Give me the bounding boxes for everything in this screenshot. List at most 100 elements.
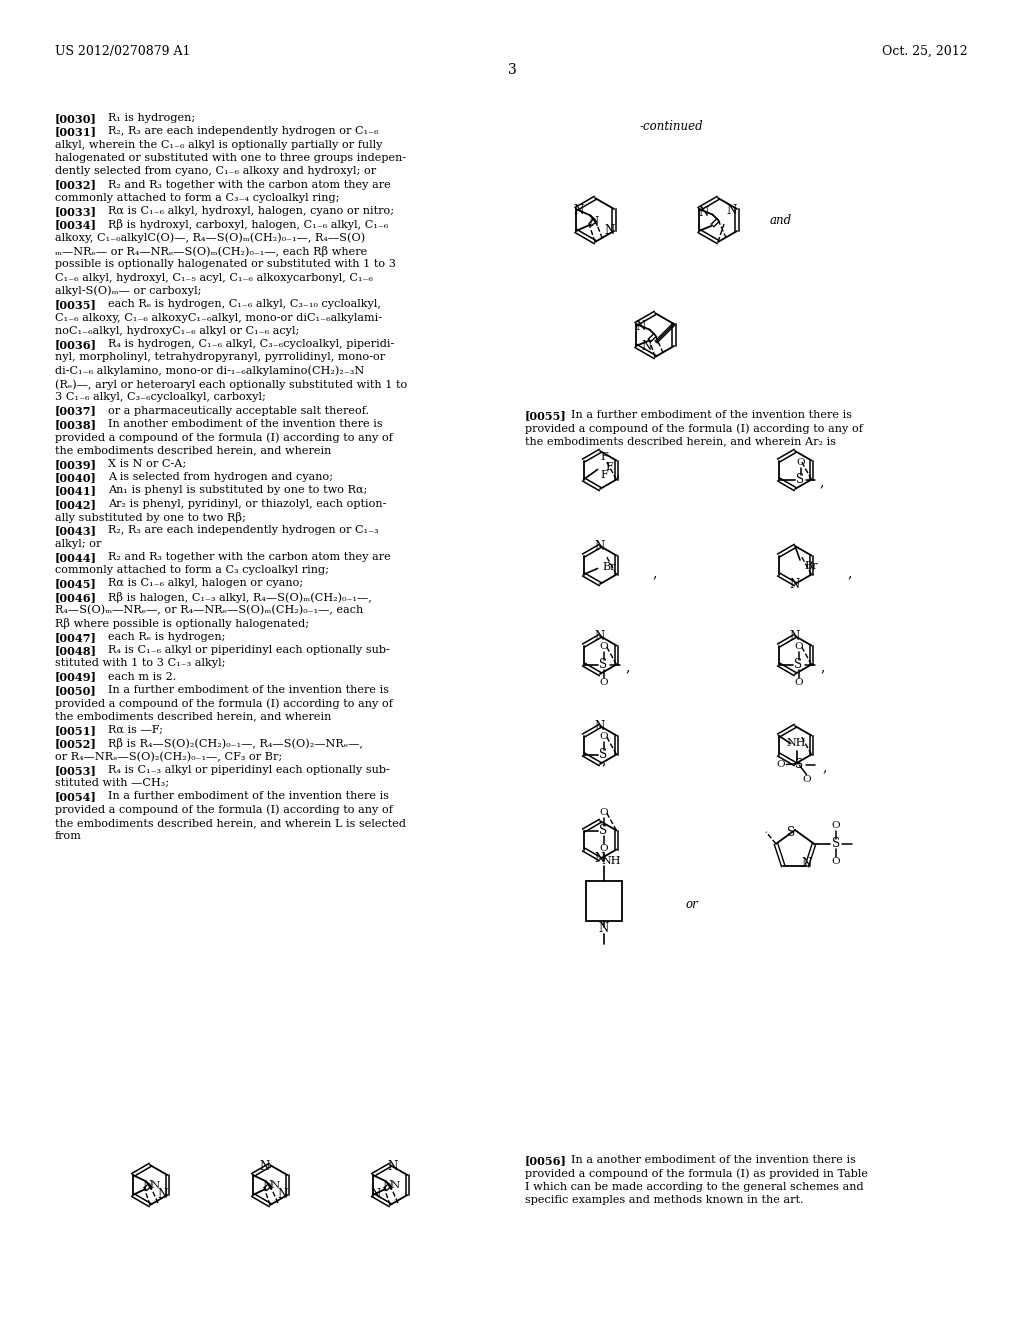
Text: O: O	[599, 733, 608, 741]
Text: ,: ,	[820, 660, 824, 675]
Text: commonly attached to form a C₃ cycloalkyl ring;: commonly attached to form a C₃ cycloalky…	[55, 565, 329, 576]
Text: [0053]: [0053]	[55, 764, 97, 776]
Text: Br: Br	[603, 561, 616, 572]
Text: each Rₑ is hydrogen, C₁₋₆ alkyl, C₃₋₁₀ cycloalkyl,: each Rₑ is hydrogen, C₁₋₆ alkyl, C₃₋₁₀ c…	[108, 300, 381, 309]
Text: the embodiments described herein, and wherein: the embodiments described herein, and wh…	[55, 711, 332, 722]
Text: [0030]: [0030]	[55, 114, 97, 124]
Text: S: S	[786, 826, 795, 840]
Text: alkyl; or: alkyl; or	[55, 539, 101, 549]
Text: R₄—S(O)ₘ—NRₑ—, or R₄—NRₑ—S(O)ₘ(CH₂)₀₋₁—, each: R₄—S(O)ₘ—NRₑ—, or R₄—NRₑ—S(O)ₘ(CH₂)₀₋₁—,…	[55, 605, 364, 615]
Text: ₘ—NRₑ— or R₄—NRₑ—S(O)ₘ(CH₂)₀₋₁—, each Rβ where: ₘ—NRₑ— or R₄—NRₑ—S(O)ₘ(CH₂)₀₋₁—, each Rβ…	[55, 246, 368, 257]
Text: NH: NH	[786, 738, 806, 748]
Text: ,: ,	[601, 754, 606, 767]
Text: each Rₑ is hydrogen;: each Rₑ is hydrogen;	[108, 632, 225, 642]
Text: di-C₁₋₆ alkylamino, mono-or di-₁₋₆alkylamino(CH₂)₂₋₃N: di-C₁₋₆ alkylamino, mono-or di-₁₋₆alkyla…	[55, 366, 365, 376]
Text: commonly attached to form a C₃₋₄ cycloalkyl ring;: commonly attached to form a C₃₋₄ cycloal…	[55, 193, 340, 203]
Text: Oct. 25, 2012: Oct. 25, 2012	[883, 45, 968, 58]
Text: N: N	[595, 719, 605, 733]
Text: N: N	[588, 216, 598, 230]
Text: R₂, R₃ are each independently hydrogen or C₁₋₃: R₂, R₃ are each independently hydrogen o…	[108, 525, 379, 536]
Text: [0050]: [0050]	[55, 685, 96, 696]
Text: [0048]: [0048]	[55, 645, 97, 656]
Text: the embodiments described herein, and wherein Ar₂ is: the embodiments described herein, and wh…	[525, 437, 836, 446]
Text: [0051]: [0051]	[55, 725, 97, 735]
Text: N: N	[698, 206, 709, 219]
Text: S: S	[795, 657, 803, 671]
Text: N: N	[390, 1181, 399, 1191]
Text: N: N	[790, 630, 800, 643]
Text: [0037]: [0037]	[55, 405, 97, 417]
Text: (Rₑ)—, aryl or heteroaryl each optionally substituted with 1 to: (Rₑ)—, aryl or heteroaryl each optionall…	[55, 379, 408, 389]
Text: O: O	[802, 775, 811, 784]
Text: [0035]: [0035]	[55, 300, 97, 310]
Text: N: N	[142, 1180, 153, 1193]
Text: -continued: -continued	[640, 120, 703, 133]
Text: S: S	[831, 837, 840, 850]
Text: [0039]: [0039]	[55, 459, 97, 470]
Text: N: N	[802, 857, 812, 870]
Text: In a another embodiment of the invention there is: In a another embodiment of the invention…	[571, 1155, 856, 1166]
Text: [0047]: [0047]	[55, 632, 97, 643]
Text: In a further embodiment of the invention there is: In a further embodiment of the invention…	[108, 685, 389, 694]
Text: R₂ and R₃ together with the carbon atom they are: R₂ and R₃ together with the carbon atom …	[108, 552, 391, 562]
Text: provided a compound of the formula (I) as provided in Table: provided a compound of the formula (I) a…	[525, 1168, 868, 1179]
Text: Rβ is halogen, C₁₋₃ alkyl, R₄—S(O)ₘ(CH₂)₀₋₁—,: Rβ is halogen, C₁₋₃ alkyl, R₄—S(O)ₘ(CH₂)…	[108, 591, 372, 603]
Text: provided a compound of the formula (I) according to any of: provided a compound of the formula (I) a…	[55, 805, 393, 816]
Text: In a further embodiment of the invention there is: In a further embodiment of the invention…	[571, 411, 852, 420]
Text: [0054]: [0054]	[55, 791, 97, 803]
Text: O: O	[599, 843, 608, 853]
Text: F: F	[605, 462, 613, 471]
Text: Rβ where possible is optionally halogenated;: Rβ where possible is optionally halogena…	[55, 618, 309, 630]
Text: F: F	[601, 453, 608, 462]
Text: ,: ,	[822, 760, 826, 775]
Text: ally substituted by one to two Rβ;: ally substituted by one to two Rβ;	[55, 512, 246, 523]
Text: I which can be made according to the general schemes and: I which can be made according to the gen…	[525, 1181, 863, 1192]
Text: O: O	[599, 678, 608, 686]
Text: alkyl-S(O)ₘ— or carboxyl;: alkyl-S(O)ₘ— or carboxyl;	[55, 286, 202, 297]
Text: C₁₋₆ alkoxy, C₁₋₆ alkoxyC₁₋₆alkyl, mono-or diC₁₋₆alkylami-: C₁₋₆ alkoxy, C₁₋₆ alkoxyC₁₋₆alkyl, mono-…	[55, 313, 382, 322]
Text: R₂ and R₃ together with the carbon atom they are: R₂ and R₃ together with the carbon atom …	[108, 180, 391, 190]
Text: ,: ,	[626, 660, 630, 675]
Text: N: N	[595, 540, 605, 553]
Text: ,: ,	[615, 466, 620, 479]
Text: N: N	[151, 1181, 160, 1191]
Text: C₁₋₆ alkyl, hydroxyl, C₁₋₅ acyl, C₁₋₆ alkoxycarbonyl, C₁₋₆: C₁₋₆ alkyl, hydroxyl, C₁₋₅ acyl, C₁₋₆ al…	[55, 273, 373, 282]
Text: stituted with 1 to 3 C₁₋₃ alkyl;: stituted with 1 to 3 C₁₋₃ alkyl;	[55, 659, 225, 668]
Text: O: O	[599, 642, 608, 651]
Text: F: F	[601, 470, 608, 480]
Text: S: S	[599, 657, 607, 671]
Text: ,: ,	[848, 566, 852, 579]
Text: Rα is —F;: Rα is —F;	[108, 725, 163, 735]
Text: stituted with —CH₃;: stituted with —CH₃;	[55, 777, 169, 788]
Text: or a pharmaceutically acceptable salt thereof.: or a pharmaceutically acceptable salt th…	[108, 405, 369, 416]
Text: [0044]: [0044]	[55, 552, 97, 562]
Text: N: N	[270, 1181, 280, 1191]
Text: O: O	[831, 821, 841, 830]
Text: R₄ is C₁₋₆ alkyl or piperidinyl each optionally sub-: R₄ is C₁₋₆ alkyl or piperidinyl each opt…	[108, 645, 390, 655]
Text: N: N	[382, 1180, 392, 1193]
Text: [0042]: [0042]	[55, 499, 97, 510]
Text: R₄ is C₁₋₃ alkyl or piperidinyl each optionally sub-: R₄ is C₁₋₃ alkyl or piperidinyl each opt…	[108, 764, 390, 775]
Text: N: N	[371, 1188, 381, 1200]
Text: the embodiments described herein, and wherein L is selected: the embodiments described herein, and wh…	[55, 818, 406, 828]
Text: alkoxy, C₁₋₆alkylC(O)—, R₄—S(O)ₘ(CH₂)₀₋₁—, R₄—S(O): alkoxy, C₁₋₆alkylC(O)—, R₄—S(O)ₘ(CH₂)₀₋₁…	[55, 232, 366, 243]
Text: O: O	[795, 642, 803, 651]
Text: noC₁₋₆alkyl, hydroxyC₁₋₆ alkyl or C₁₋₆ acyl;: noC₁₋₆alkyl, hydroxyC₁₋₆ alkyl or C₁₋₆ a…	[55, 326, 299, 335]
Text: [0043]: [0043]	[55, 525, 97, 536]
Text: Rβ is R₄—S(O)₂(CH₂)₀₋₁—, R₄—S(O)₂—NRₑ—,: Rβ is R₄—S(O)₂(CH₂)₀₋₁—, R₄—S(O)₂—NRₑ—,	[108, 738, 362, 748]
Text: N: N	[790, 578, 800, 590]
Text: 3 C₁₋₆ alkyl, C₃₋₆cycloalkyl, carboxyl;: 3 C₁₋₆ alkyl, C₃₋₆cycloalkyl, carboxyl;	[55, 392, 266, 403]
Text: N: N	[595, 853, 605, 866]
Text: [0033]: [0033]	[55, 206, 97, 216]
Text: N: N	[641, 339, 651, 352]
Text: ,: ,	[653, 566, 657, 579]
Text: [0038]: [0038]	[55, 418, 97, 430]
Text: A is selected from hydrogen and cyano;: A is selected from hydrogen and cyano;	[108, 473, 333, 482]
Text: R₂, R₃ are each independently hydrogen or C₁₋₆: R₂, R₃ are each independently hydrogen o…	[108, 127, 379, 136]
Text: from: from	[55, 832, 82, 841]
Text: ,: ,	[819, 475, 823, 490]
Text: [0056]: [0056]	[525, 1155, 567, 1166]
Text: US 2012/0270879 A1: US 2012/0270879 A1	[55, 45, 190, 58]
Text: Rα is C₁₋₆ alkyl, halogen or cyano;: Rα is C₁₋₆ alkyl, halogen or cyano;	[108, 578, 303, 589]
Text: N: N	[260, 1159, 270, 1172]
